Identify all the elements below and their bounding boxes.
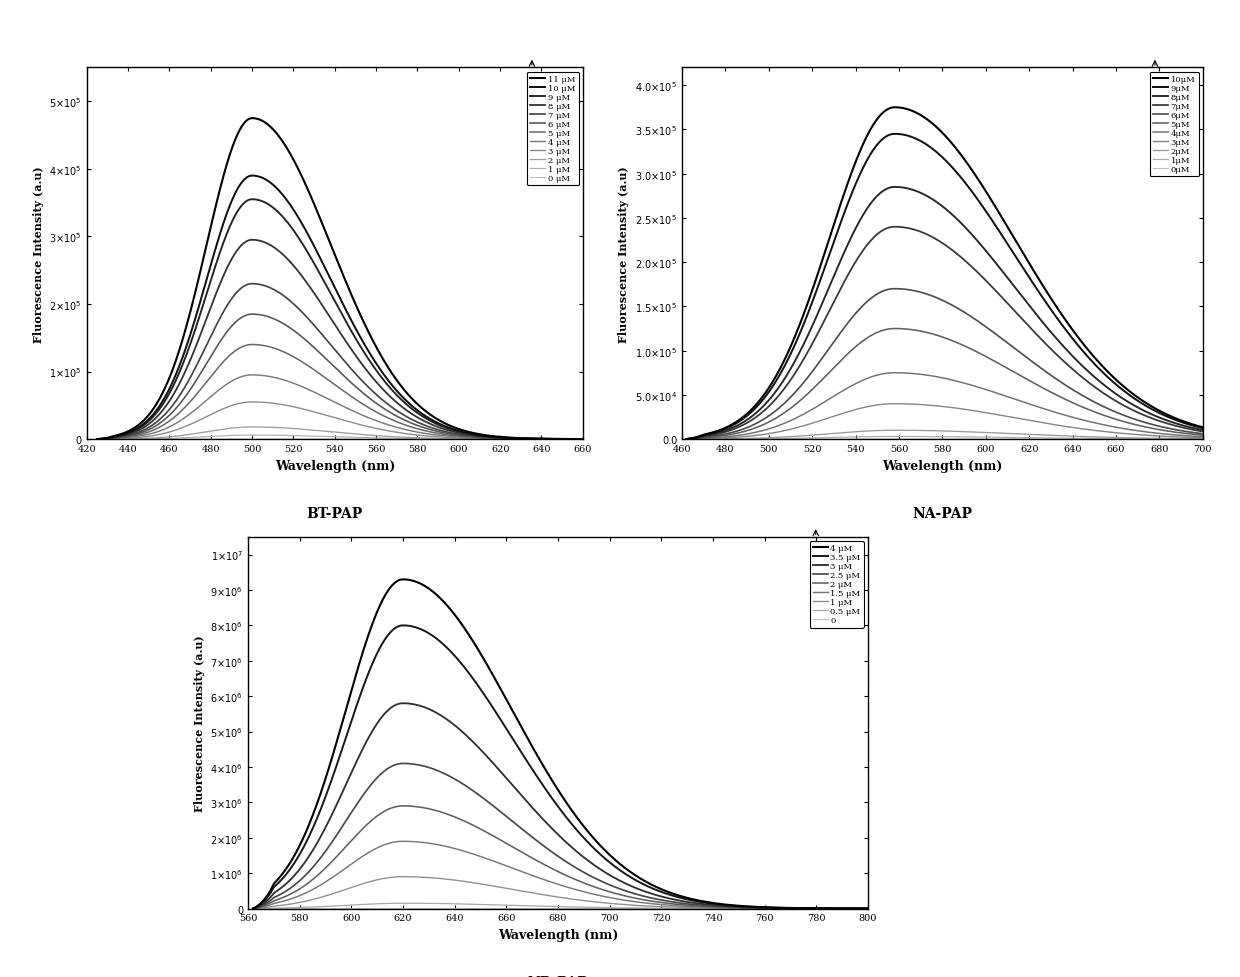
Y-axis label: Fluorescence Intensity (a.u): Fluorescence Intensity (a.u)	[619, 166, 630, 342]
Text: BT-PAP: BT-PAP	[306, 506, 363, 521]
X-axis label: Wavelength (nm): Wavelength (nm)	[882, 459, 1003, 472]
Y-axis label: Fluorescence Intensity (a.u): Fluorescence Intensity (a.u)	[193, 635, 205, 811]
Text: NR-PAP: NR-PAP	[528, 975, 588, 977]
Y-axis label: Fluorescence Intensity (a.u): Fluorescence Intensity (a.u)	[32, 166, 43, 342]
Legend: 10μM, 9μM, 8μM, 7μM, 6μM, 5μM, 4μM, 3μM, 2μM, 1μM, 0μM: 10μM, 9μM, 8μM, 7μM, 6μM, 5μM, 4μM, 3μM,…	[1149, 72, 1199, 177]
X-axis label: Wavelength (nm): Wavelength (nm)	[497, 928, 619, 941]
Legend: 11 μM, 10 μM, 9 μM, 8 μM, 7 μM, 6 μM, 5 μM, 4 μM, 3 μM, 2 μM, 1 μM, 0 μM: 11 μM, 10 μM, 9 μM, 8 μM, 7 μM, 6 μM, 5 …	[527, 72, 579, 186]
X-axis label: Wavelength (nm): Wavelength (nm)	[274, 459, 396, 472]
Legend: 4 μM, 3.5 μM, 3 μM, 2.5 μM, 2 μM, 1.5 μM, 1 μM, 0.5 μM, 0: 4 μM, 3.5 μM, 3 μM, 2.5 μM, 2 μM, 1.5 μM…	[810, 541, 864, 628]
Text: NA-PAP: NA-PAP	[913, 506, 972, 521]
